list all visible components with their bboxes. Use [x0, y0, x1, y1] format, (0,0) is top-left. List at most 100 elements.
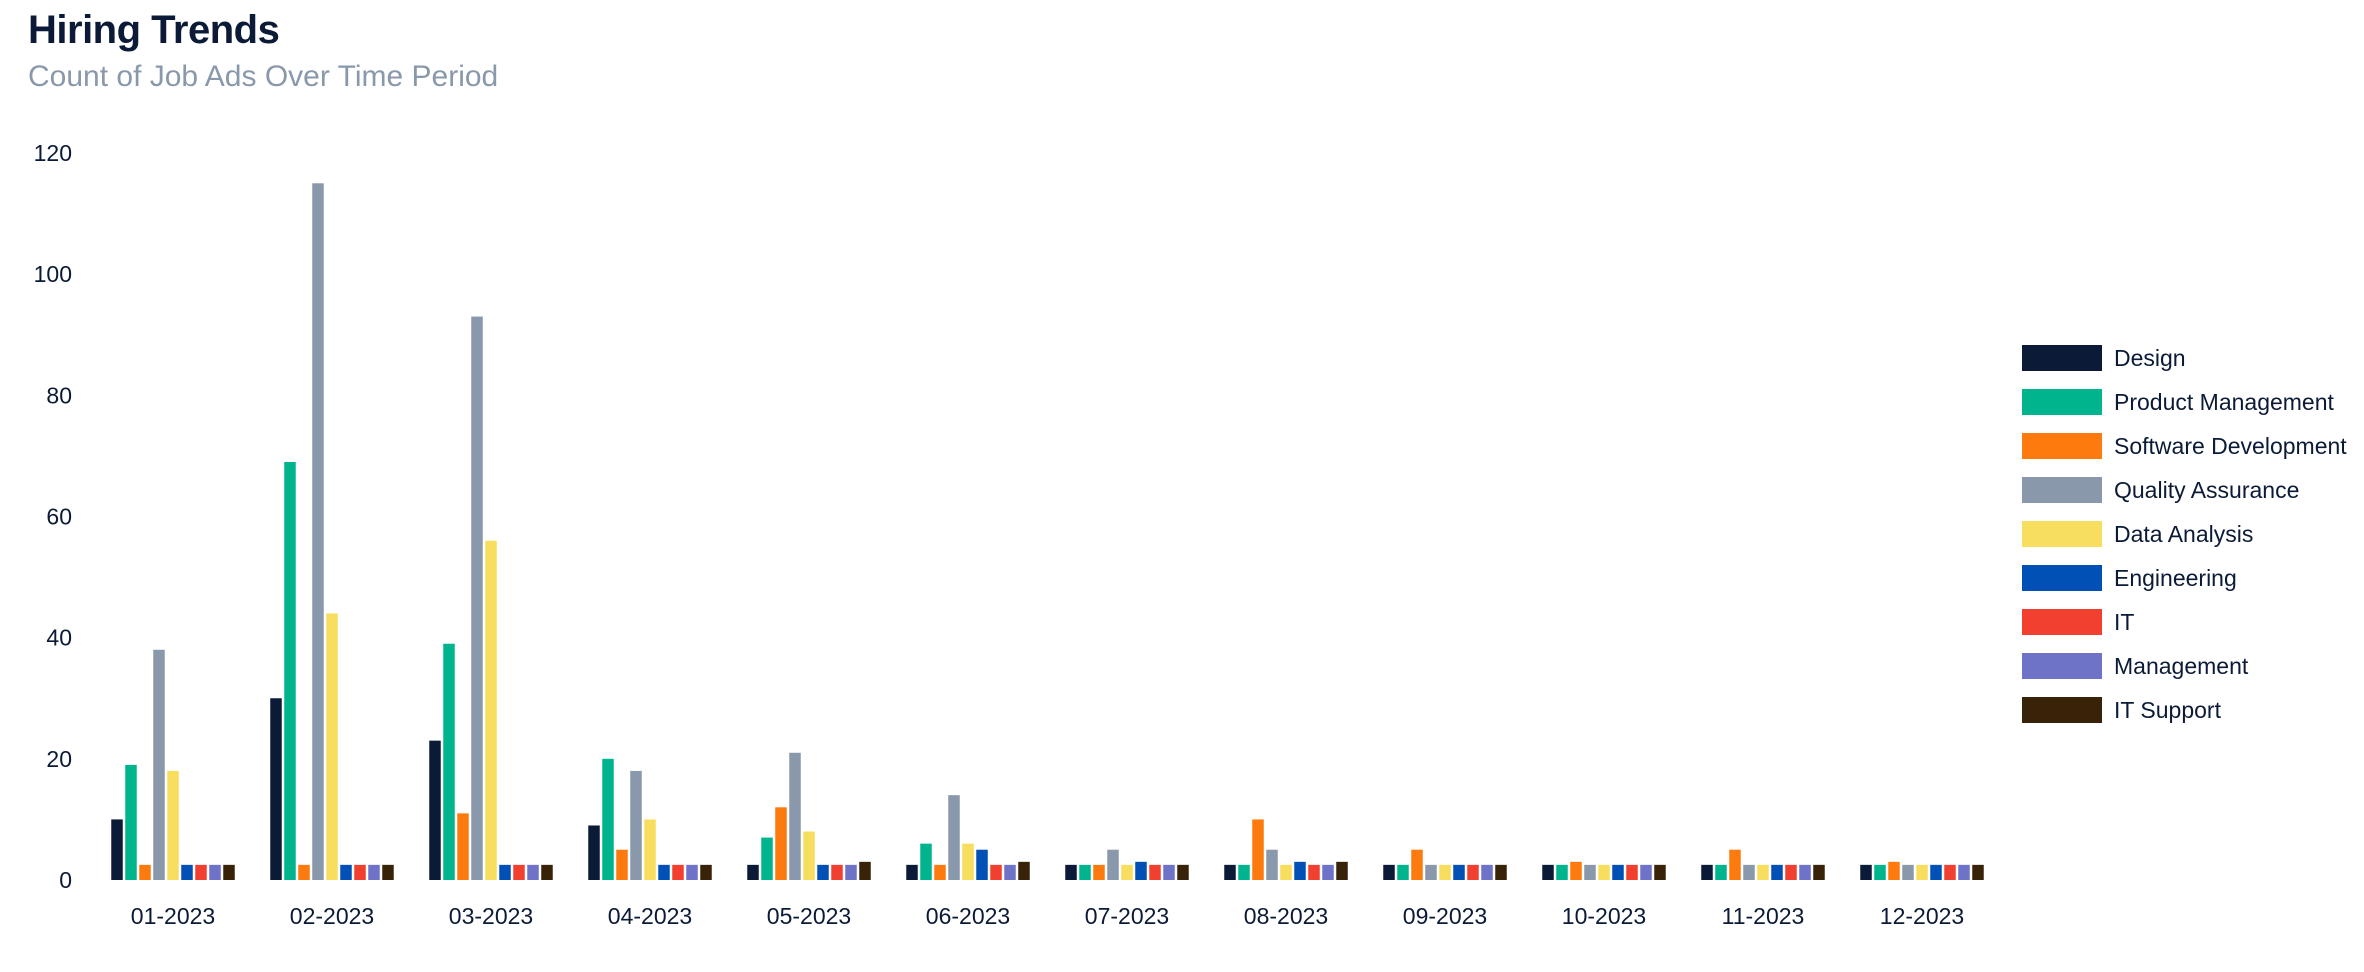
bar: [527, 864, 539, 880]
legend-swatch: [2022, 521, 2102, 547]
bar: [312, 183, 324, 881]
bar: [1322, 864, 1334, 880]
bar: [1556, 864, 1568, 880]
bar: [1813, 864, 1825, 880]
legend-swatch: [2022, 433, 2102, 459]
legend-item: Data Analysis: [2022, 512, 2347, 556]
bar: [1542, 864, 1554, 880]
bar: [541, 864, 553, 880]
bar: [1121, 864, 1133, 880]
bar: [1004, 864, 1016, 880]
legend-item: Design: [2022, 336, 2347, 380]
bar: [485, 540, 497, 880]
legend-item: IT Support: [2022, 688, 2347, 732]
bar: [1757, 864, 1769, 880]
bar: [354, 864, 366, 880]
x-tick-label: 11-2023: [1722, 903, 1805, 929]
bar: [859, 861, 871, 880]
legend-label: Product Management: [2114, 388, 2334, 415]
bar: [1238, 864, 1250, 880]
bar: [443, 643, 455, 880]
bar: [499, 864, 511, 880]
bar: [111, 819, 123, 880]
bar: [1902, 864, 1914, 880]
bar: [326, 613, 338, 880]
bar: [831, 864, 843, 880]
bar: [1495, 864, 1507, 880]
legend-label: Management: [2114, 652, 2249, 679]
bar: [948, 795, 960, 880]
bar: [1280, 864, 1292, 880]
bar: [644, 819, 656, 880]
x-tick-label: 01-2023: [131, 903, 215, 929]
bar: [588, 825, 600, 880]
legend-item: IT: [2022, 600, 2347, 644]
bar: [906, 864, 918, 880]
bar: [920, 843, 932, 880]
bar: [429, 740, 441, 880]
x-tick-label: 03-2023: [449, 903, 533, 929]
bar: [1874, 864, 1886, 880]
bar: [1771, 864, 1783, 880]
bar: [1425, 864, 1437, 880]
bar: [1294, 861, 1306, 880]
bar: [990, 864, 1002, 880]
bar: [602, 758, 614, 880]
bar: [1916, 864, 1928, 880]
legend: Design Product Management Software Develop…: [2022, 336, 2347, 732]
legend-swatch: [2022, 477, 2102, 503]
bar: [1065, 864, 1077, 880]
y-tick-label: 100: [34, 261, 72, 287]
y-tick-label: 0: [59, 867, 72, 893]
x-tick-label: 02-2023: [290, 903, 374, 929]
legend-swatch: [2022, 609, 2102, 635]
bar: [630, 770, 642, 880]
legend-swatch: [2022, 653, 2102, 679]
legend-item: Quality Assurance: [2022, 468, 2347, 512]
legend-label: Quality Assurance: [2114, 476, 2300, 503]
bar: [1888, 861, 1900, 880]
bar: [1481, 864, 1493, 880]
bar: [803, 831, 815, 880]
bar: [789, 752, 801, 880]
bar: [1598, 864, 1610, 880]
bar: [1860, 864, 1872, 880]
bar: [1715, 864, 1727, 880]
bar: [1640, 864, 1652, 880]
bar: [1799, 864, 1811, 880]
bar: [195, 864, 207, 880]
bar: [934, 864, 946, 880]
x-tick-label: 05-2023: [767, 903, 851, 929]
bar: [775, 807, 787, 880]
bar: [181, 864, 193, 880]
bar: [209, 864, 221, 880]
legend-label: Data Analysis: [2114, 520, 2254, 547]
bar: [1626, 864, 1638, 880]
bar: [747, 864, 759, 880]
y-axis: 0 20 40 60 80 100 120: [34, 140, 72, 893]
bar: [298, 864, 310, 880]
bar: [1654, 864, 1666, 880]
legend-item: Management: [2022, 644, 2347, 688]
bar: [1018, 861, 1030, 880]
legend-swatch: [2022, 565, 2102, 591]
y-tick-label: 20: [46, 746, 72, 772]
legend-label: Design: [2114, 344, 2186, 371]
bar: [658, 864, 670, 880]
bar: [1336, 861, 1348, 880]
bar: [1785, 864, 1797, 880]
bar: [1972, 864, 1984, 880]
bar: [616, 849, 628, 880]
bar: [457, 813, 469, 880]
legend-swatch: [2022, 697, 2102, 723]
x-axis: 01-2023 02-2023 03-2023 04-2023 05-2023 06-20…: [131, 903, 1964, 929]
bar: [471, 316, 483, 880]
bar: [761, 837, 773, 880]
legend-item: Software Development: [2022, 424, 2347, 468]
chart-title: Hiring Trends: [28, 8, 280, 52]
bar: [153, 649, 165, 880]
bar: [1177, 864, 1189, 880]
bar: [1079, 864, 1091, 880]
bar: [700, 864, 712, 880]
legend-swatch: [2022, 389, 2102, 415]
